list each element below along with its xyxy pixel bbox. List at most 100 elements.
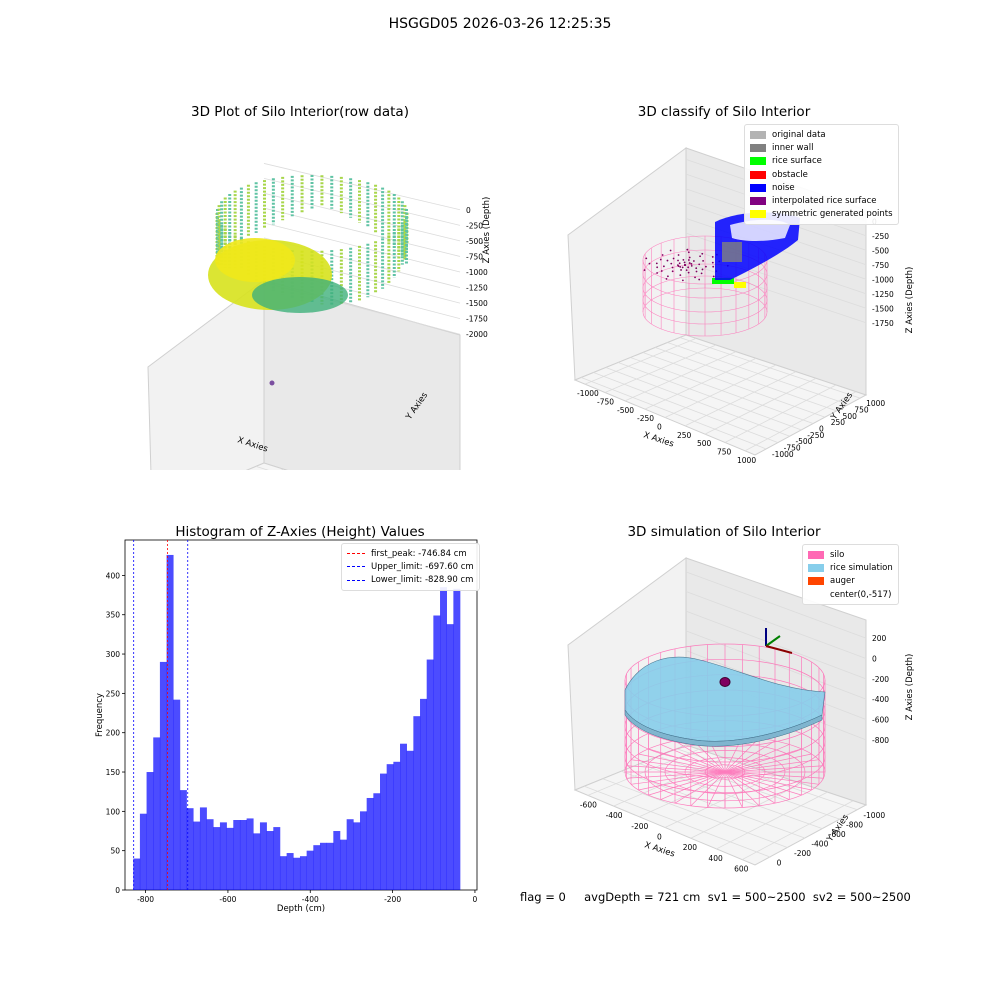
- panel4-legend-item: auger: [808, 575, 893, 588]
- histogram-legend-label: first_peak: -746.84 cm: [371, 548, 467, 559]
- histogram-ytick-label: 400: [106, 571, 121, 580]
- histogram-bar: [366, 797, 374, 890]
- p2-interpolated-point: [687, 266, 690, 269]
- p2-xtick-label: 0: [657, 423, 662, 432]
- p1-ztick-label: -1000: [466, 268, 488, 277]
- p1-grid-z: [263, 222, 461, 273]
- histogram-xtick-label: -800: [137, 895, 154, 904]
- p2-interpolated-point: [681, 266, 684, 269]
- panel2-legend-swatch: [750, 197, 766, 206]
- p4-ytick-label: -1000: [863, 811, 885, 820]
- p4-silo-spoke: [724, 771, 802, 796]
- p2-interpolated-point: [679, 274, 682, 277]
- p2-ztick-label: -1500: [872, 304, 894, 313]
- histogram-bar: [279, 856, 287, 890]
- p2-ytick-label: 500: [843, 412, 858, 421]
- p4-silo-floor-ring: [684, 757, 766, 787]
- p2-interpolated-point: [667, 275, 669, 278]
- p2-ztick-label: -500: [872, 246, 889, 255]
- p2-interpolated-point: [701, 252, 704, 255]
- histogram-bar: [313, 845, 321, 890]
- p4-ztick-label: -800: [872, 736, 889, 745]
- p4-silo-spoke: [660, 744, 726, 773]
- p4-ztick-label: -200: [872, 675, 889, 684]
- p4-silo-spoke: [724, 753, 812, 773]
- p2-interpolated-point: [656, 266, 659, 269]
- p4-silo-spoke: [626, 771, 726, 779]
- p2-grid-y: [679, 337, 861, 399]
- histogram-xlabel: Depth (cm): [277, 904, 325, 914]
- p2-ytick-label: 250: [831, 418, 846, 427]
- p4-silo-spoke: [690, 771, 726, 807]
- histogram-bar: [426, 659, 434, 890]
- panel2-legend-label: noise: [772, 182, 795, 193]
- p4-silo-floor-ring: [664, 750, 786, 794]
- histogram-bar: [159, 661, 167, 890]
- p1-ztick-label: -1250: [466, 284, 488, 293]
- p2-interpolated-point: [677, 265, 680, 268]
- p4-grid-z: [685, 610, 867, 680]
- p2-xtick-label: -250: [637, 414, 654, 423]
- p2-interpolated-point: [669, 249, 672, 252]
- p2-interpolated-point: [660, 270, 663, 272]
- p1-dense-cluster: [252, 277, 348, 313]
- histogram-legend-item: Upper_limit: -697.60 cm: [347, 560, 474, 573]
- histogram-bar: [339, 839, 347, 890]
- histogram-bar: [186, 808, 194, 890]
- p4-grid-y: [621, 770, 806, 839]
- p2-interpolated-point: [712, 265, 715, 268]
- p4-grid-z: [685, 571, 867, 639]
- histogram-bar: [353, 822, 361, 890]
- histogram-ytick-label: 300: [106, 650, 121, 659]
- p4-grid-x: [716, 791, 828, 850]
- p2-interpolated-point: [661, 254, 664, 256]
- p2-interpolated-point: [682, 258, 685, 261]
- p2-interpolated-point: [662, 265, 665, 268]
- p1-ztick-label: -1750: [466, 315, 488, 324]
- p2-interpolated-point: [699, 255, 701, 258]
- p4-grid-x: [741, 800, 854, 860]
- histogram-bar: [373, 793, 381, 890]
- histogram-legend: first_peak: -746.84 cm Upper_limit: -697.…: [341, 543, 480, 591]
- p4-ztick-label: -600: [872, 716, 889, 725]
- p2-ztick-label: -1000: [872, 275, 894, 284]
- panel2-legend-label: interpolated rice surface: [772, 196, 877, 207]
- p4-xtick-label: -600: [580, 800, 597, 809]
- p4-ytick-label: 0: [777, 858, 782, 867]
- p2-interpolated-point: [700, 272, 703, 275]
- histogram-legend-item: Lower_limit: -828.90 cm: [347, 574, 474, 587]
- p4-silo-spoke: [724, 771, 812, 791]
- histogram-bar: [153, 737, 161, 890]
- p2-interpolated-point: [679, 266, 682, 268]
- p2-inner-wall: [722, 242, 742, 262]
- histogram-bar: [380, 773, 387, 890]
- p2-noise-gap: [730, 219, 790, 241]
- panel4-title: 3D simulation of Silo Interior: [627, 524, 821, 540]
- panel2-title: 3D classify of Silo Interior: [637, 104, 811, 120]
- histogram-bar: [293, 857, 301, 890]
- p2-interpolated-point: [672, 257, 675, 260]
- p1-grid-z: [263, 207, 461, 257]
- p4-ytick-label: -800: [846, 820, 863, 829]
- histogram-bar: [393, 761, 401, 890]
- histogram-ytick-label: 150: [106, 768, 121, 777]
- histogram-bar: [233, 820, 241, 890]
- p2-xlabel: X Axies: [642, 430, 675, 449]
- panel2-legend-label: obstacle: [772, 169, 808, 180]
- histogram-bar: [226, 827, 234, 890]
- p2-ztick-label: -250: [872, 232, 889, 241]
- p4-ytick-label: -200: [794, 849, 811, 858]
- panel2-legend-item: obstacle: [750, 168, 893, 181]
- panel2-legend-swatch: [750, 210, 766, 219]
- histogram-ylabel: Frequency: [95, 693, 105, 737]
- p1-dense-cluster: [215, 238, 295, 282]
- histogram-ytick-label: 200: [106, 729, 121, 738]
- panel2-legend: original data inner wall rice surface obsta…: [744, 124, 899, 226]
- p2-interpolated-point: [683, 261, 686, 264]
- p4-xtick-label: 0: [657, 833, 662, 842]
- panel4-legend-swatch: [808, 577, 824, 586]
- p2-interpolated-point: [686, 248, 689, 251]
- p4-xlabel: X Axies: [643, 840, 676, 859]
- status-line: flag = 0 avgDepth = 721 cm sv1 = 500~250…: [520, 890, 911, 904]
